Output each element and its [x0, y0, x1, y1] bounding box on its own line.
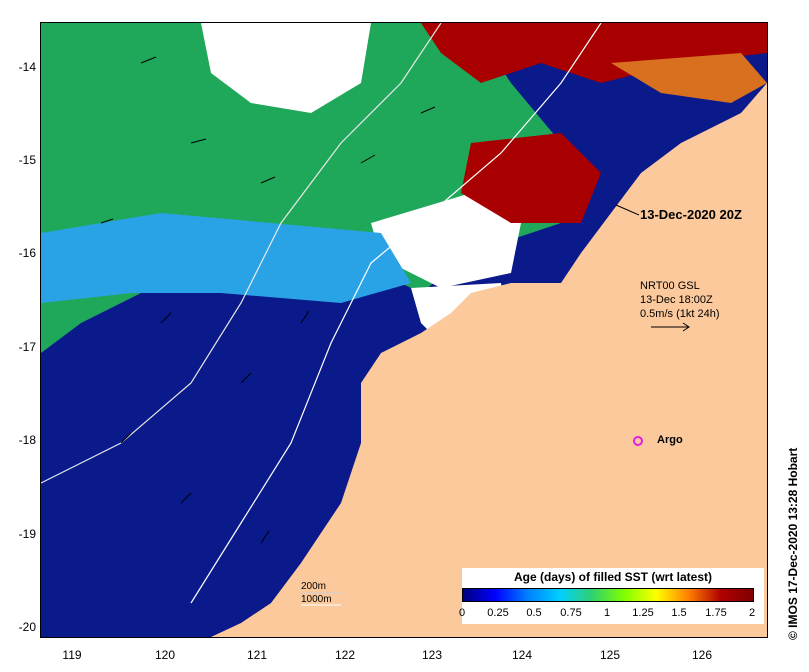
- legend-tick: 1: [603, 607, 611, 619]
- no-data-patch: [371, 193, 521, 288]
- legend-title: Age (days) of filled SST (wrt latest): [513, 570, 713, 584]
- argo-label: Argo: [657, 434, 683, 446]
- lon-tick-label: 123: [421, 648, 443, 662]
- old-data-patch: [461, 133, 601, 223]
- legend-tick: 1.25: [632, 607, 654, 619]
- depth-1000m-label: 1000m: [301, 594, 332, 605]
- legend-tick: 0.5: [526, 607, 542, 619]
- legend-tick: 0: [458, 607, 466, 619]
- lon-tick-label: 125: [599, 648, 621, 662]
- lon-tick-label: 124: [511, 648, 533, 662]
- lat-tick-label: -15: [18, 153, 36, 167]
- legend-tick: 1.75: [705, 607, 727, 619]
- legend-tick: 2: [748, 607, 756, 619]
- land-mass: [211, 83, 767, 637]
- legend-tick: 1.5: [671, 607, 687, 619]
- timestamp-pointer: [615, 204, 640, 216]
- credit-label: © IMOS 17-Dec-2020 13:28 Hobart: [786, 448, 800, 640]
- depth-200m-label: 200m: [301, 581, 327, 592]
- current-vectors: [100, 56, 436, 544]
- credit-text: IMOS 17-Dec-2020 13:28 Hobart: [786, 447, 800, 628]
- depth-contour-legend: 200m 1000m: [301, 580, 332, 606]
- contour-200m: [41, 23, 442, 484]
- current-time-label: 13-Dec 18:00Z: [640, 294, 713, 306]
- lat-tick-label: -16: [18, 246, 36, 260]
- intermediate-age-band: [41, 213, 411, 303]
- age-colorbar-legend: Age (days) of filled SST (wrt latest) 0 …: [459, 568, 764, 624]
- lon-tick-label: 119: [62, 648, 82, 662]
- map-canvas: [41, 23, 767, 637]
- lon-tick-label: 122: [334, 648, 356, 662]
- copyright-symbol: ©: [786, 631, 800, 640]
- argo-float-marker: [633, 436, 643, 446]
- old-data-patch: [611, 53, 767, 103]
- lat-tick-label: -17: [18, 340, 36, 354]
- current-scale-label: 0.5m/s (1kt 24h): [640, 308, 720, 320]
- current-info-block: NRT00 GSL 13-Dec 18:00Z 0.5m/s (1kt 24h): [640, 279, 719, 321]
- sst-age-map: [40, 22, 768, 638]
- lat-tick-label: -20: [18, 620, 36, 634]
- colorbar: [462, 588, 754, 602]
- current-scale-arrowhead: [682, 322, 690, 332]
- lat-tick-label: -19: [18, 527, 36, 541]
- lat-tick-label: -18: [18, 433, 36, 447]
- legend-tick: 0.75: [560, 607, 582, 619]
- lon-tick-label: 121: [246, 648, 268, 662]
- lat-tick-label: -14: [18, 60, 36, 74]
- old-data-patch: [421, 23, 767, 83]
- legend-tick: 0.25: [487, 607, 509, 619]
- lon-tick-label: 126: [691, 648, 713, 662]
- lon-tick-label: 120: [154, 648, 176, 662]
- no-data-patch: [201, 23, 371, 113]
- contour-1000m: [190, 23, 602, 604]
- current-source-label: NRT00 GSL: [640, 280, 700, 292]
- timestamp-label: 13-Dec-2020 20Z: [640, 207, 742, 222]
